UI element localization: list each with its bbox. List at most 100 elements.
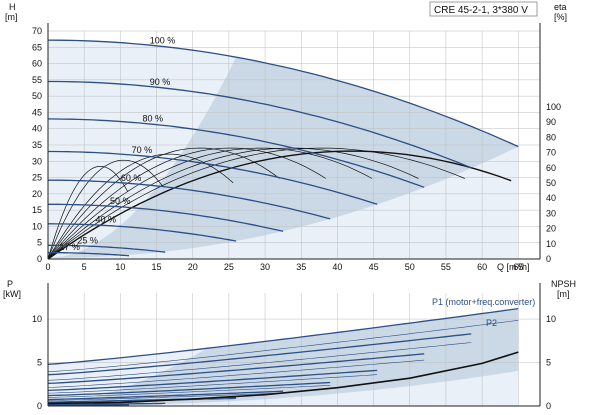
right-tick-label: 80 [546,132,556,142]
right-tick-label: 90 [546,117,556,127]
left-tick-label: 45 [32,107,42,117]
top-left-axis-title: H [9,2,16,12]
npsh-line [47,351,519,405]
x-tick-label: 0 [45,262,50,272]
left-tick-label: 25 [32,173,42,183]
head-curve [48,179,331,220]
speed-label: 100 % [150,36,176,46]
p2-curve [48,404,129,406]
left-tick-label: 0 [37,254,42,264]
bottom-left-axis-title: P [7,279,13,289]
left-tick-label: 55 [32,75,42,85]
eta-curve [47,150,512,260]
p-tick-label: 0 [37,401,42,411]
right-tick-label: 40 [546,193,556,203]
x-tick-label: 55 [441,262,451,272]
top-axes: 0510152025303540455055606570010203040506… [32,23,561,272]
chart-title: CRE 45-2-1, 3*380 V [434,5,528,16]
speed-label: 40 % [96,215,117,225]
x-axis-title: Q [m³/h] [497,262,530,272]
npsh-tick-label: 0 [546,401,551,411]
top-right-axis-unit: [%] [554,12,567,22]
left-tick-label: 50 [32,91,42,101]
p2-curve [47,374,378,394]
head-curve [47,39,519,148]
p2-curve [47,392,284,401]
right-tick-label: 100 [546,102,561,112]
top-panel: 100 % 90 % 80 % 70 % 60 % 50 % 40 % 25 %17 % 0 5… [5,1,567,272]
p2-curve [47,359,425,388]
speed-label: 50 % [110,196,131,206]
head-curve [47,118,425,188]
p2-curve [47,385,331,398]
p1-curve [47,390,284,401]
speed-label: 70 % [132,145,153,155]
x-tick-label: 25 [224,262,234,272]
eta-curve [47,147,326,260]
speed-label: 80 % [143,114,164,124]
p1-curve [47,333,472,376]
p2-annotation: P2 [486,318,497,328]
eta-curve [47,147,373,260]
left-tick-label: 35 [32,140,42,150]
p2-curve [47,320,519,373]
speed-label: 90 % [150,77,171,87]
p1-annotation: P1 (motor+freq.converter) [432,297,535,307]
eta-curve [47,153,234,260]
bottom-axes: 0 5 10 0 5 10 [32,283,556,411]
left-tick-label: 65 [32,42,42,52]
npsh-tick-label: 5 [546,358,551,368]
eta-curve [47,147,419,260]
x-tick-label: 45 [369,262,379,272]
bottom-right-axis-unit: [m] [557,289,570,299]
eta-curve [47,147,465,260]
eta-curve [47,159,164,260]
x-tick-label: 60 [477,262,487,272]
top-title-box: CRE 45-2-1, 3*380 V [429,1,538,17]
npsh-curve [47,351,519,405]
left-tick-label: 40 [32,124,42,134]
bottom-panel: 0 5 10 0 5 10 P [kW] NPSH [m] P1 (motor+freq.… [3,279,576,411]
top-right-axis-title: eta [554,2,567,12]
x-tick-label: 15 [152,262,162,272]
p2-curve [47,342,472,381]
right-tick-label: 70 [546,148,556,158]
head-curve [48,251,130,257]
head-curves [47,39,519,257]
head-curve [48,244,166,253]
p1-curve [47,369,378,392]
title-frame [429,1,538,17]
right-tick-label: 60 [546,163,556,173]
right-tick-label: 20 [546,224,556,234]
x-tick-label: 50 [405,262,415,272]
head-curve [48,223,237,242]
efficiency-curves [47,147,512,260]
x-tick-label: 10 [115,262,125,272]
speed-label: 25 % [77,235,98,245]
p-tick-label: 5 [37,358,42,368]
p-tick-label: 10 [32,314,42,324]
p1-curve [47,353,425,385]
right-tick-label: 50 [546,178,556,188]
head-curve [48,203,284,232]
speed-label: 60 % [121,173,142,183]
x-tick-label: 5 [82,262,87,272]
right-tick-label: 10 [546,239,556,249]
speed-label: 17 % [59,242,80,252]
x-tick-label: 30 [260,262,270,272]
x-tick-label: 40 [332,262,342,272]
speed-labels: 100 % 90 % 80 % 70 % 60 % 50 % 40 % 25 %17 % [59,36,175,252]
eta-curve [47,165,129,260]
right-tick-label: 0 [546,254,551,264]
p1-curve [47,307,519,365]
x-tick-label: 65 [513,262,523,272]
bottom-right-axis-title: NPSH [551,279,576,289]
npsh-tick-label: 10 [546,314,556,324]
left-tick-label: 5 [37,238,42,248]
left-tick-label: 60 [32,59,42,69]
right-tick-label: 30 [546,208,556,218]
left-tick-label: 15 [32,205,42,215]
power-operating-area [48,308,519,406]
power-curves [47,307,519,406]
